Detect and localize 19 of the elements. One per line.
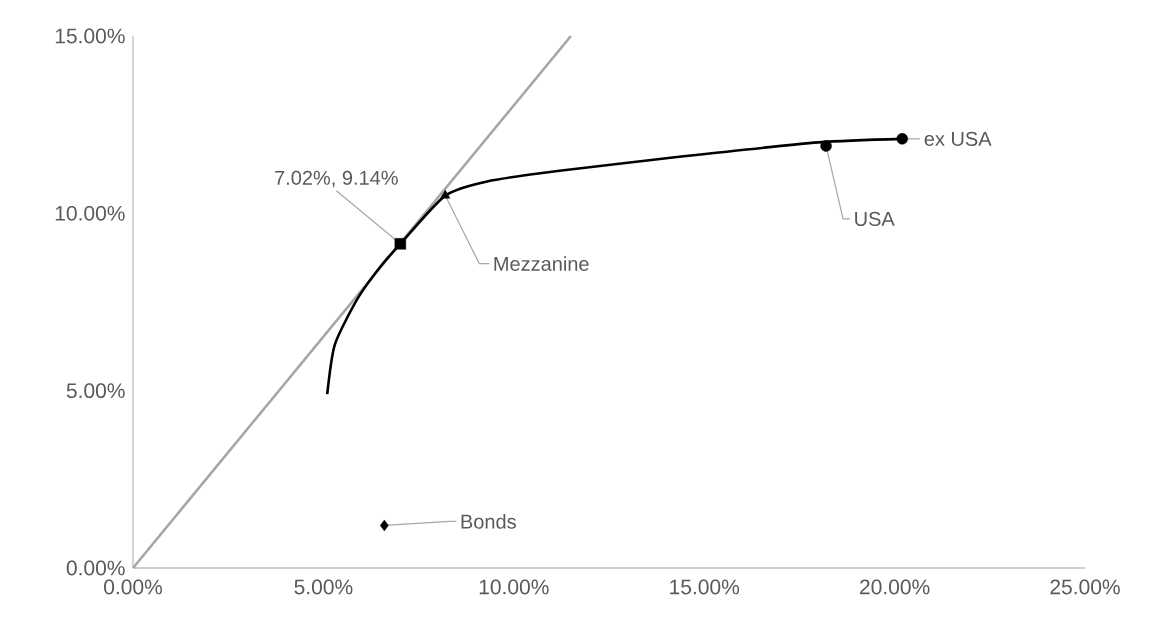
annotation: 7.02%, 9.14% [275, 170, 398, 188]
point [820, 140, 832, 152]
point [896, 133, 908, 145]
x-tick-label: 0.00% [104, 579, 163, 595]
point [440, 189, 451, 199]
series-label: ex USA [924, 131, 992, 146]
y-tick-label: 15.00% [55, 28, 125, 44]
x-tick-label: 5.00% [294, 579, 353, 595]
y-tick-label: 5.00% [66, 383, 125, 399]
text: Bonds [461, 514, 516, 529]
y-tick-label: 0.00% [66, 560, 125, 576]
text: USA [855, 211, 895, 227]
x-tick-label: 15.00% [670, 579, 740, 595]
y-tick-label: 10.00% [55, 205, 125, 221]
x-tick-label: 25.00% [1050, 579, 1120, 595]
point [394, 238, 407, 250]
x-tick-label: 10.00% [479, 579, 549, 595]
text: Mezzanine [494, 256, 589, 271]
x-tick-label: 20.00% [860, 579, 930, 595]
